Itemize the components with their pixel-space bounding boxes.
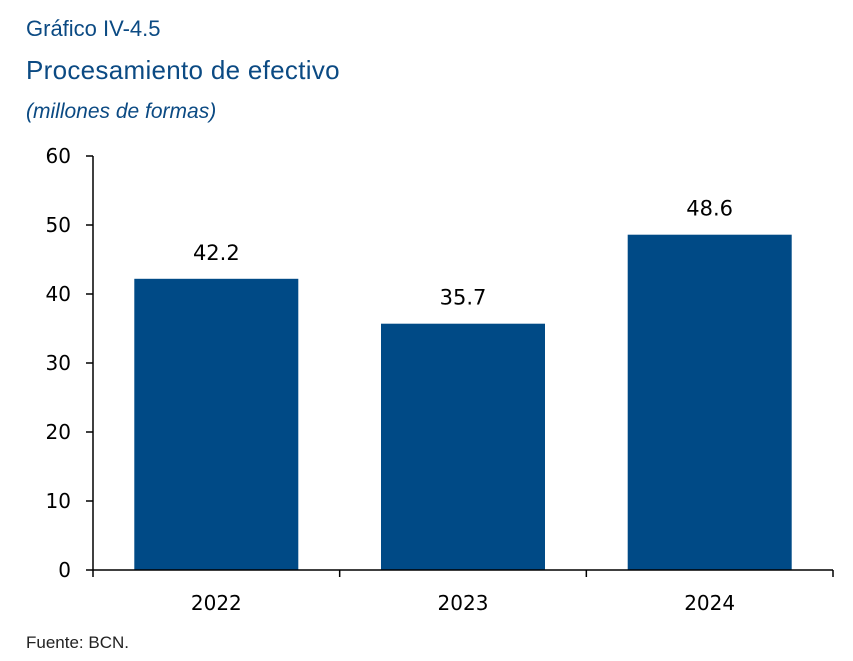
bar-2022 bbox=[134, 278, 299, 570]
y-tick-label-50: 50 bbox=[46, 213, 71, 237]
x-tick-label-2023: 2023 bbox=[438, 591, 489, 615]
data-label-2023: 35.7 bbox=[440, 286, 487, 310]
data-label-2024: 48.6 bbox=[686, 197, 733, 221]
y-tick-label-0: 0 bbox=[58, 558, 71, 582]
y-tick-label-10: 10 bbox=[46, 489, 71, 513]
chart-kicker: Gráfico IV-4.5 bbox=[26, 16, 161, 41]
x-tick-label-2024: 2024 bbox=[684, 591, 735, 615]
source-note: Fuente: BCN. bbox=[26, 633, 129, 652]
chart-subtitle: (millones de formas) bbox=[26, 100, 217, 123]
bar-2023 bbox=[381, 323, 545, 570]
bar-2024 bbox=[627, 234, 792, 570]
chart-title: Procesamiento de efectivo bbox=[26, 55, 340, 85]
data-label-2022: 42.2 bbox=[193, 241, 240, 265]
y-tick-label-40: 40 bbox=[46, 282, 71, 306]
y-tick-label-30: 30 bbox=[46, 351, 71, 375]
y-tick-label-60: 60 bbox=[46, 144, 71, 168]
x-tick-label-2022: 2022 bbox=[191, 591, 242, 615]
y-tick-label-20: 20 bbox=[46, 420, 71, 444]
